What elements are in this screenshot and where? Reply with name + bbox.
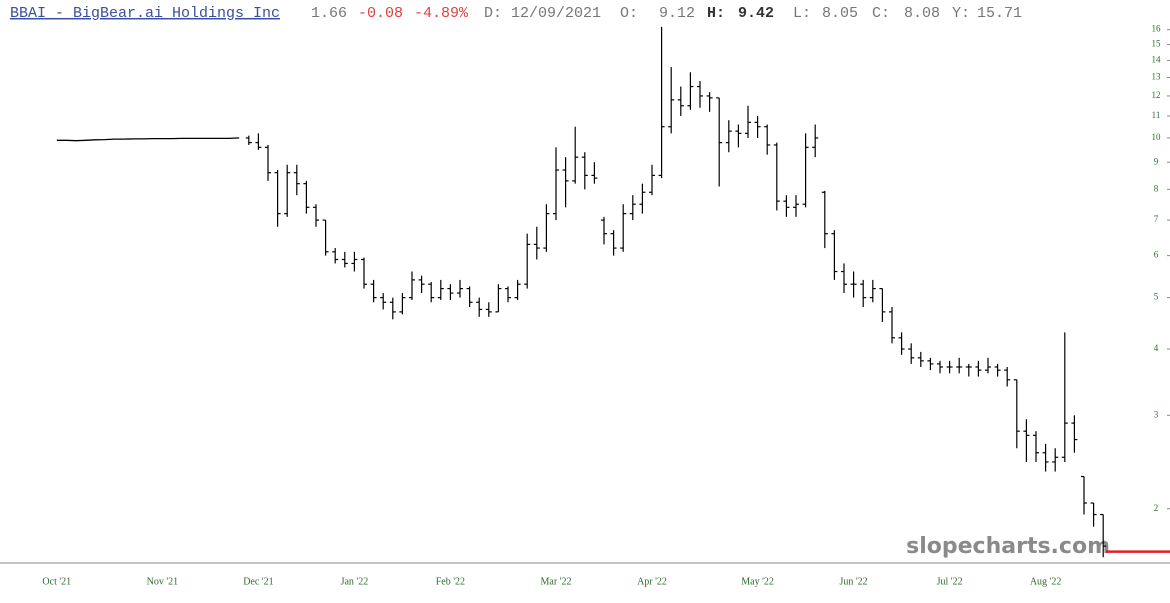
y-tick-label: 3: [1154, 409, 1159, 419]
x-tick-label: Feb '22: [436, 576, 465, 587]
x-tick-label: Jun '22: [839, 576, 867, 587]
prev-label: Y:: [952, 5, 970, 22]
prev-value: 15.71: [977, 5, 1022, 22]
x-tick-label: Jul '22: [937, 576, 963, 587]
x-tick-label: Jan '22: [341, 576, 369, 587]
y-tick-label: 6: [1154, 250, 1159, 260]
last-price: 1.66: [311, 5, 347, 22]
y-tick-label: 15: [1152, 39, 1162, 49]
y-tick-label: 4: [1154, 343, 1159, 353]
open-label: O:: [620, 5, 638, 22]
y-tick-label: 10: [1152, 132, 1162, 142]
y-tick-label: 9: [1154, 156, 1159, 166]
close-value: 8.08: [904, 5, 940, 22]
high-value: 9.42: [738, 5, 774, 22]
x-tick-label: Apr '22: [637, 576, 667, 587]
x-tick-label: Dec '21: [243, 576, 273, 587]
watermark: slopecharts.com: [906, 534, 1110, 559]
x-tick-label: Oct '21: [42, 576, 71, 587]
x-tick-label: Aug '22: [1030, 576, 1062, 587]
y-tick-label: 8: [1154, 183, 1159, 193]
x-tick-label: Mar '22: [541, 576, 572, 587]
y-tick-label: 14: [1152, 55, 1162, 65]
low-value: 8.05: [822, 5, 858, 22]
price-change-pct: -4.89%: [414, 5, 469, 22]
ticker-title[interactable]: BBAI - BigBear.ai Holdings Inc: [10, 5, 280, 22]
y-tick-label: 2: [1154, 503, 1159, 513]
y-tick-label: 16: [1152, 24, 1162, 34]
open-value: 9.12: [659, 5, 695, 22]
date: D: 12/09/2021: [484, 5, 601, 22]
high-label: H:: [707, 5, 725, 22]
y-tick-label: 11: [1152, 110, 1161, 120]
x-tick-label: May '22: [741, 576, 774, 587]
close-label: C:: [872, 5, 890, 22]
y-tick-label: 13: [1152, 72, 1162, 82]
y-tick-label: 7: [1154, 214, 1159, 224]
price-line: [56, 137, 240, 142]
x-tick-label: Nov '21: [147, 576, 179, 587]
y-tick-label: 12: [1152, 90, 1161, 100]
price-change: -0.08: [358, 5, 403, 22]
y-tick-label: 5: [1154, 292, 1159, 302]
low-label: L:: [793, 5, 811, 22]
